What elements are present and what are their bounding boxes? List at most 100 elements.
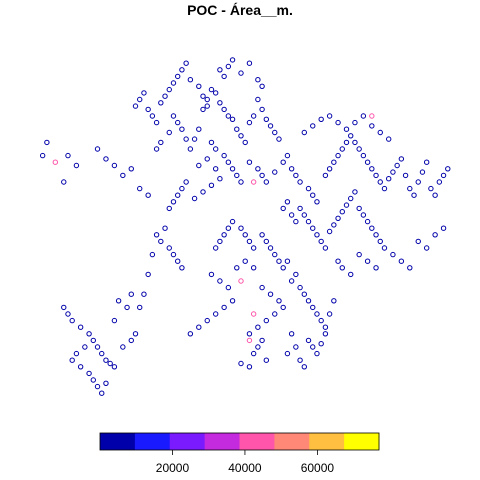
data-point: [335, 258, 341, 264]
data-point: [407, 265, 413, 271]
data-point: [440, 172, 447, 179]
data-point: [356, 251, 362, 258]
data-point: [352, 139, 358, 146]
data-point: [250, 245, 257, 251]
data-point: [339, 265, 345, 271]
data-point: [335, 215, 341, 222]
data-point: [238, 133, 244, 139]
data-point: [221, 152, 227, 159]
legend-color-swatch: [100, 433, 136, 450]
legend-color-swatch: [239, 433, 275, 450]
data-point: [288, 331, 295, 337]
data-point: [238, 360, 244, 367]
data-point: [204, 103, 210, 109]
data-point: [166, 129, 172, 136]
data-point: [246, 238, 253, 245]
data-point: [373, 232, 379, 238]
data-point: [238, 225, 244, 231]
data-point: [73, 162, 80, 169]
data-point: [360, 113, 367, 119]
data-point: [318, 116, 324, 123]
data-point: [297, 179, 303, 185]
data-point: [200, 93, 206, 99]
data-point: [225, 225, 232, 231]
data-point: [166, 86, 172, 93]
data-point: [297, 205, 303, 212]
data-point: [322, 331, 329, 337]
data-point: [377, 238, 383, 245]
data-point: [259, 83, 265, 90]
data-point: [111, 162, 118, 169]
data-point: [259, 284, 265, 291]
data-point: [145, 192, 151, 198]
data-point: [322, 245, 329, 251]
data-point: [246, 337, 253, 344]
data-point: [166, 245, 172, 251]
data-point: [90, 337, 97, 344]
data-point: [141, 291, 147, 297]
data-point: [369, 123, 375, 129]
legend-color-swatch: [204, 433, 241, 450]
data-point: [179, 185, 185, 192]
data-point: [221, 73, 227, 80]
data-point: [280, 304, 286, 311]
data-point: [212, 146, 219, 152]
data-point: [360, 152, 367, 159]
chart-title: POC - Área__m.: [187, 2, 293, 18]
data-point: [263, 116, 270, 123]
data-point: [348, 195, 354, 202]
data-point: [242, 139, 248, 146]
data-point: [364, 258, 371, 264]
data-point: [94, 383, 101, 390]
data-point: [331, 298, 337, 304]
data-point: [61, 179, 67, 185]
data-point: [284, 199, 291, 205]
data-point: [94, 146, 101, 152]
data-point: [141, 90, 147, 96]
legend-tick-label: 20000: [156, 461, 190, 475]
data-point: [204, 317, 210, 324]
data-point: [318, 317, 324, 324]
data-point: [310, 225, 316, 231]
data-point: [343, 139, 350, 146]
data-point: [191, 195, 198, 202]
data-point: [335, 152, 341, 159]
data-point: [386, 176, 392, 182]
data-point: [369, 225, 375, 231]
data-point: [259, 172, 265, 179]
data-point: [432, 232, 438, 238]
data-point: [250, 179, 257, 185]
data-point: [225, 63, 232, 70]
data-point: [377, 129, 383, 136]
data-point: [175, 73, 181, 80]
data-point: [120, 344, 126, 350]
data-point: [314, 311, 320, 317]
data-point: [250, 350, 257, 357]
data-point: [107, 360, 113, 367]
data-point: [419, 169, 426, 175]
data-point: [259, 232, 265, 238]
data-point: [208, 139, 215, 146]
data-point: [284, 258, 291, 264]
data-point: [86, 331, 92, 337]
data-point: [272, 311, 278, 317]
data-point: [310, 344, 316, 350]
data-point: [348, 271, 354, 278]
data-point: [423, 245, 430, 251]
data-point: [103, 156, 109, 162]
data-point: [149, 251, 156, 258]
data-point: [82, 344, 88, 350]
data-point: [255, 96, 261, 103]
data-point: [137, 185, 143, 192]
data-point: [293, 172, 299, 179]
data-point: [175, 192, 181, 198]
data-point: [90, 377, 97, 383]
data-point: [322, 324, 329, 330]
data-point: [158, 139, 164, 146]
data-point: [364, 159, 371, 165]
data-point: [69, 317, 75, 324]
data-point: [170, 199, 177, 205]
data-point: [145, 271, 151, 278]
data-point: [250, 265, 257, 271]
data-point: [234, 172, 240, 179]
